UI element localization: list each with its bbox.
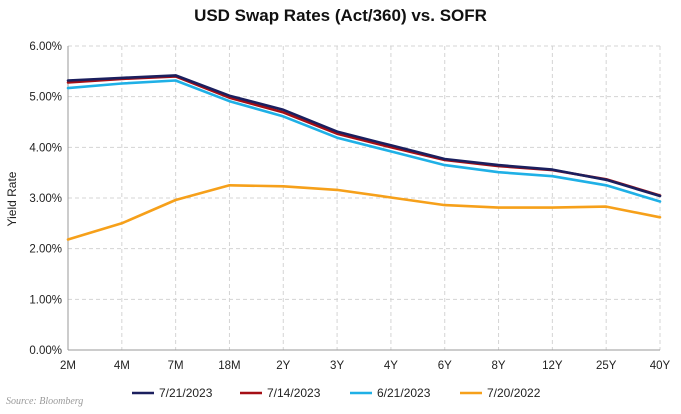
y-axis-label: Yield Rate — [5, 171, 19, 226]
x-tick-label: 40Y — [650, 360, 671, 372]
y-tick-label: 0.00% — [29, 345, 62, 357]
legend: 7/21/2023 7/14/2023 6/21/2023 7/20/2022 — [132, 386, 541, 400]
series-line-6-21-2023 — [66, 79, 662, 203]
x-tick-label: 8Y — [492, 360, 506, 372]
gridlines — [68, 45, 661, 350]
x-tick-label: 12Y — [542, 360, 563, 372]
x-tick-label: 25Y — [596, 360, 617, 372]
legend-label: 6/21/2023 — [377, 386, 431, 400]
x-tick-label: 4Y — [384, 360, 398, 372]
y-tick-label: 2.00% — [29, 244, 62, 256]
series-lines — [66, 74, 662, 241]
series-line-7-20-2022 — [66, 184, 662, 241]
x-tick-label: 2M — [60, 360, 76, 372]
y-tick-label: 1.00% — [29, 294, 62, 306]
y-tick-label: 3.00% — [29, 193, 62, 205]
axes: 0.00% 1.00% 2.00% 3.00% 4.00% 5.00% 6.00% 2M 4M 7… — [29, 41, 670, 372]
legend-label: 7/20/2022 — [487, 386, 541, 400]
chart-title: USD Swap Rates (Act/360) vs. SOFR — [194, 6, 487, 25]
x-tick-label: 7M — [168, 360, 184, 372]
x-tick-label: 3Y — [330, 360, 344, 372]
legend-label: 7/21/2023 — [159, 386, 213, 400]
x-tick-label: 18M — [218, 360, 240, 372]
y-tick-label: 5.00% — [29, 92, 62, 104]
series-line-7-21-2023 — [66, 74, 662, 198]
series-line-7-14-2023 — [66, 75, 662, 197]
x-tick-label: 4M — [114, 360, 130, 372]
y-tick-label: 4.00% — [29, 142, 62, 154]
x-tick-label: 6Y — [438, 360, 452, 372]
y-tick-label: 6.00% — [29, 41, 62, 53]
source-note: Source: Bloomberg — [6, 396, 84, 407]
legend-label: 7/14/2023 — [267, 386, 321, 400]
x-tick-label: 2Y — [276, 360, 290, 372]
